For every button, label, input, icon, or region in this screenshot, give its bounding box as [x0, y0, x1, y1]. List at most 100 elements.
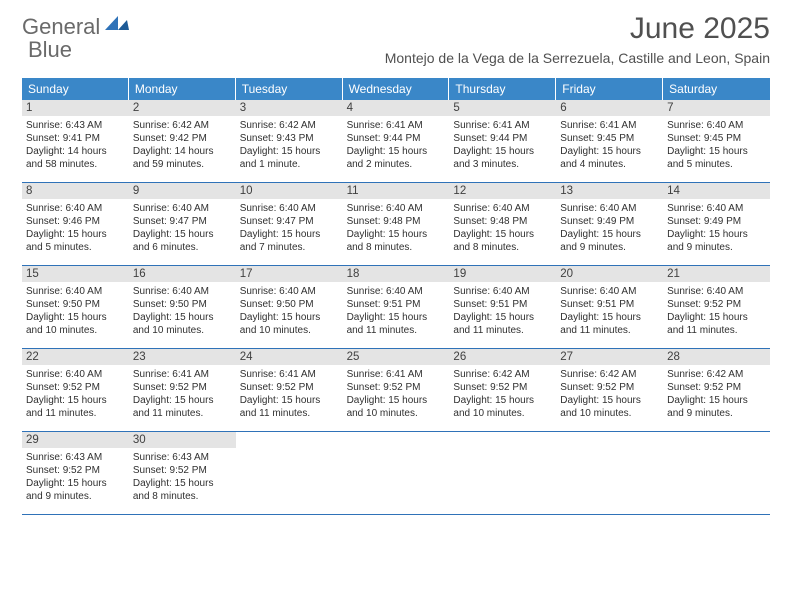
- day-details: Sunrise: 6:40 AMSunset: 9:50 PMDaylight:…: [26, 285, 125, 337]
- day-details: Sunrise: 6:40 AMSunset: 9:48 PMDaylight:…: [347, 202, 446, 254]
- day-number: 23: [129, 349, 236, 365]
- weekday-header: Monday: [129, 78, 236, 100]
- empty-cell: [449, 432, 556, 514]
- daylight-text: Daylight: 15 hours and 11 minutes.: [667, 311, 766, 337]
- day-number: 4: [343, 100, 450, 116]
- sunrise-text: Sunrise: 6:42 AM: [240, 119, 339, 132]
- weekday-header: Tuesday: [236, 78, 343, 100]
- sunset-text: Sunset: 9:43 PM: [240, 132, 339, 145]
- day-cell: 5 Sunrise: 6:41 AMSunset: 9:44 PMDaylight…: [449, 100, 556, 182]
- day-details: Sunrise: 6:40 AMSunset: 9:49 PMDaylight:…: [667, 202, 766, 254]
- day-details: Sunrise: 6:43 AMSunset: 9:52 PMDaylight:…: [133, 451, 232, 503]
- day-number: 26: [449, 349, 556, 365]
- day-details: Sunrise: 6:41 AMSunset: 9:52 PMDaylight:…: [133, 368, 232, 420]
- location-subtitle: Montejo de la Vega de la Serrezuela, Cas…: [385, 50, 770, 66]
- sunrise-text: Sunrise: 6:42 AM: [453, 368, 552, 381]
- daylight-text: Daylight: 15 hours and 11 minutes.: [133, 394, 232, 420]
- day-details: Sunrise: 6:42 AMSunset: 9:43 PMDaylight:…: [240, 119, 339, 171]
- sunrise-text: Sunrise: 6:43 AM: [26, 119, 125, 132]
- day-details: Sunrise: 6:40 AMSunset: 9:52 PMDaylight:…: [667, 285, 766, 337]
- sunset-text: Sunset: 9:48 PM: [347, 215, 446, 228]
- day-cell: 26Sunrise: 6:42 AMSunset: 9:52 PMDayligh…: [449, 349, 556, 431]
- sunrise-text: Sunrise: 6:43 AM: [133, 451, 232, 464]
- daylight-text: Daylight: 15 hours and 9 minutes.: [667, 228, 766, 254]
- day-number: 9: [129, 183, 236, 199]
- sunrise-text: Sunrise: 6:40 AM: [347, 202, 446, 215]
- day-number: 1: [22, 100, 129, 116]
- sunset-text: Sunset: 9:42 PM: [133, 132, 232, 145]
- page-header: General Blue June 2025 Montejo de la Veg…: [0, 0, 792, 70]
- day-cell: 3Sunrise: 6:42 AMSunset: 9:43 PMDaylight…: [236, 100, 343, 182]
- sunrise-text: Sunrise: 6:40 AM: [240, 285, 339, 298]
- day-number: 13: [556, 183, 663, 199]
- sunset-text: Sunset: 9:52 PM: [240, 381, 339, 394]
- sunrise-text: Sunrise: 6:40 AM: [240, 202, 339, 215]
- daylight-text: Daylight: 14 hours and 58 minutes.: [26, 145, 125, 171]
- sunset-text: Sunset: 9:44 PM: [347, 132, 446, 145]
- day-cell: 27Sunrise: 6:42 AMSunset: 9:52 PMDayligh…: [556, 349, 663, 431]
- day-cell: 9 Sunrise: 6:40 AMSunset: 9:47 PMDaylight…: [129, 183, 236, 265]
- day-number: 7: [663, 100, 770, 116]
- day-cell: 19Sunrise: 6:40 AMSunset: 9:51 PMDayligh…: [449, 266, 556, 348]
- daylight-text: Daylight: 15 hours and 11 minutes.: [240, 394, 339, 420]
- day-details: Sunrise: 6:41 AMSunset: 9:52 PMDaylight:…: [347, 368, 446, 420]
- sunrise-text: Sunrise: 6:40 AM: [133, 202, 232, 215]
- sunrise-text: Sunrise: 6:40 AM: [667, 119, 766, 132]
- day-cell: 18Sunrise: 6:40 AMSunset: 9:51 PMDayligh…: [343, 266, 450, 348]
- day-number: 15: [22, 266, 129, 282]
- daylight-text: Daylight: 15 hours and 1 minute.: [240, 145, 339, 171]
- weekday-header: Friday: [556, 78, 663, 100]
- day-cell: 2Sunrise: 6:42 AMSunset: 9:42 PMDaylight…: [129, 100, 236, 182]
- sunrise-text: Sunrise: 6:41 AM: [347, 119, 446, 132]
- day-cell: 7 Sunrise: 6:40 AMSunset: 9:45 PMDaylight…: [663, 100, 770, 182]
- sunset-text: Sunset: 9:49 PM: [667, 215, 766, 228]
- daylight-text: Daylight: 15 hours and 10 minutes.: [26, 311, 125, 337]
- daylight-text: Daylight: 15 hours and 10 minutes.: [347, 394, 446, 420]
- sunrise-text: Sunrise: 6:43 AM: [26, 451, 125, 464]
- day-details: Sunrise: 6:40 AMSunset: 9:45 PMDaylight:…: [667, 119, 766, 171]
- logo-text-general: General: [22, 14, 100, 39]
- sunset-text: Sunset: 9:45 PM: [667, 132, 766, 145]
- day-number: 29: [22, 432, 129, 448]
- day-number: 11: [343, 183, 450, 199]
- day-number: 28: [663, 349, 770, 365]
- day-cell: 8Sunrise: 6:40 AMSunset: 9:46 PMDaylight…: [22, 183, 129, 265]
- empty-cell: [236, 432, 343, 514]
- daylight-text: Daylight: 15 hours and 10 minutes.: [453, 394, 552, 420]
- daylight-text: Daylight: 15 hours and 11 minutes.: [560, 311, 659, 337]
- weekday-header: Saturday: [663, 78, 770, 100]
- sunset-text: Sunset: 9:47 PM: [133, 215, 232, 228]
- daylight-text: Daylight: 15 hours and 5 minutes.: [667, 145, 766, 171]
- sunset-text: Sunset: 9:51 PM: [347, 298, 446, 311]
- sunset-text: Sunset: 9:52 PM: [26, 381, 125, 394]
- daylight-text: Daylight: 15 hours and 6 minutes.: [133, 228, 232, 254]
- daylight-text: Daylight: 15 hours and 4 minutes.: [560, 145, 659, 171]
- logo-text-blue: Blue: [28, 37, 72, 62]
- day-number: 22: [22, 349, 129, 365]
- daylight-text: Daylight: 15 hours and 10 minutes.: [240, 311, 339, 337]
- day-number: 27: [556, 349, 663, 365]
- day-number: 5: [449, 100, 556, 116]
- day-details: Sunrise: 6:40 AMSunset: 9:49 PMDaylight:…: [560, 202, 659, 254]
- sunset-text: Sunset: 9:52 PM: [667, 298, 766, 311]
- week-row: 1Sunrise: 6:43 AMSunset: 9:41 PMDaylight…: [22, 100, 770, 183]
- day-details: Sunrise: 6:41 AMSunset: 9:44 PMDaylight:…: [453, 119, 552, 171]
- sunrise-text: Sunrise: 6:40 AM: [26, 285, 125, 298]
- sunset-text: Sunset: 9:49 PM: [560, 215, 659, 228]
- day-cell: 28Sunrise: 6:42 AMSunset: 9:52 PMDayligh…: [663, 349, 770, 431]
- week-row: 15 Sunrise: 6:40 AMSunset: 9:50 PMDayligh…: [22, 266, 770, 349]
- week-row: 22Sunrise: 6:40 AMSunset: 9:52 PMDayligh…: [22, 349, 770, 432]
- sunset-text: Sunset: 9:52 PM: [667, 381, 766, 394]
- daylight-text: Daylight: 14 hours and 59 minutes.: [133, 145, 232, 171]
- sunrise-text: Sunrise: 6:42 AM: [560, 368, 659, 381]
- day-number: 20: [556, 266, 663, 282]
- day-cell: 4Sunrise: 6:41 AMSunset: 9:44 PMDaylight…: [343, 100, 450, 182]
- day-details: Sunrise: 6:40 AMSunset: 9:47 PMDaylight:…: [133, 202, 232, 254]
- day-details: Sunrise: 6:41 AMSunset: 9:52 PMDaylight:…: [240, 368, 339, 420]
- day-number: 10: [236, 183, 343, 199]
- daylight-text: Daylight: 15 hours and 8 minutes.: [453, 228, 552, 254]
- day-cell: 14Sunrise: 6:40 AMSunset: 9:49 PMDayligh…: [663, 183, 770, 265]
- day-details: Sunrise: 6:40 AMSunset: 9:51 PMDaylight:…: [347, 285, 446, 337]
- sunrise-text: Sunrise: 6:40 AM: [667, 285, 766, 298]
- sunset-text: Sunset: 9:51 PM: [453, 298, 552, 311]
